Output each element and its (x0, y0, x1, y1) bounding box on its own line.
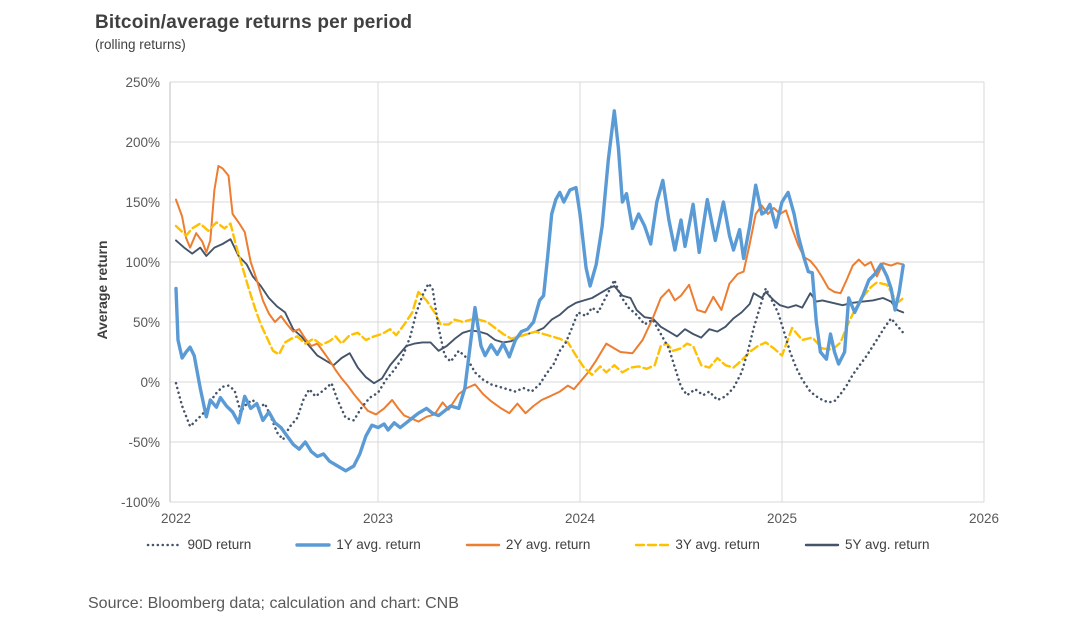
series-line-2y-avg-return (175, 165, 905, 423)
y-tick-label: -50% (128, 435, 160, 450)
legend-item-3y-avg-return[interactable]: 3Y avg. return (634, 537, 760, 552)
y-tick-label: 200% (125, 135, 160, 150)
legend-marker-2y-avg-return (465, 543, 501, 546)
legend-item-2y-avg-return[interactable]: 2Y avg. return (465, 537, 591, 552)
x-tick-label: 2026 (969, 511, 999, 526)
chart-title: Bitcoin/average returns per period (95, 12, 413, 33)
x-tick-label: 2025 (767, 511, 797, 526)
legend-label-3y-avg-return: 3Y avg. return (675, 537, 760, 552)
source-note: Source: Bloomberg data; calculation and … (88, 595, 459, 612)
x-tick-label: 2022 (161, 511, 191, 526)
y-tick-label: 250% (125, 75, 160, 90)
legend-label-5y-avg-return: 5Y avg. return (844, 537, 930, 552)
y-tick-label: 0% (140, 375, 160, 390)
y-tick-label: 50% (133, 315, 160, 330)
legend-label-90d-return: 90D return (187, 537, 252, 552)
series-line-90d-return (174, 278, 905, 441)
y-tick-label: 150% (125, 195, 160, 210)
y-tick-label: 100% (125, 255, 160, 270)
series-line-5y-avg-return (175, 238, 905, 385)
legend-marker-90d-return (147, 543, 182, 546)
chart-subtitle: (rolling returns) (95, 37, 186, 52)
legend-item-5y-avg-return[interactable]: 5Y avg. return (804, 537, 930, 552)
legend-marker-5y-avg-return (804, 543, 840, 546)
series-line-1y-avg-return (174, 109, 905, 473)
y-tick-label: -100% (121, 495, 160, 510)
x-tick-label: 2024 (565, 511, 596, 526)
legend-item-1y-avg-return[interactable]: 1Y avg. return (295, 537, 421, 552)
legend-item-90d-return[interactable]: 90D return (146, 537, 251, 552)
legend-marker-3y-avg-return (635, 543, 670, 546)
legend-label-2y-avg-return: 2Y avg. return (505, 537, 591, 552)
legend-marker-1y-avg-return (295, 542, 331, 547)
legend-label-1y-avg-return: 1Y avg. return (336, 537, 421, 552)
x-tick-label: 2023 (363, 511, 393, 526)
series-line-3y-avg-return (174, 221, 905, 376)
chart-legend: 90D return 1Y avg. return 2Y avg. return 3Y… (0, 537, 1076, 552)
